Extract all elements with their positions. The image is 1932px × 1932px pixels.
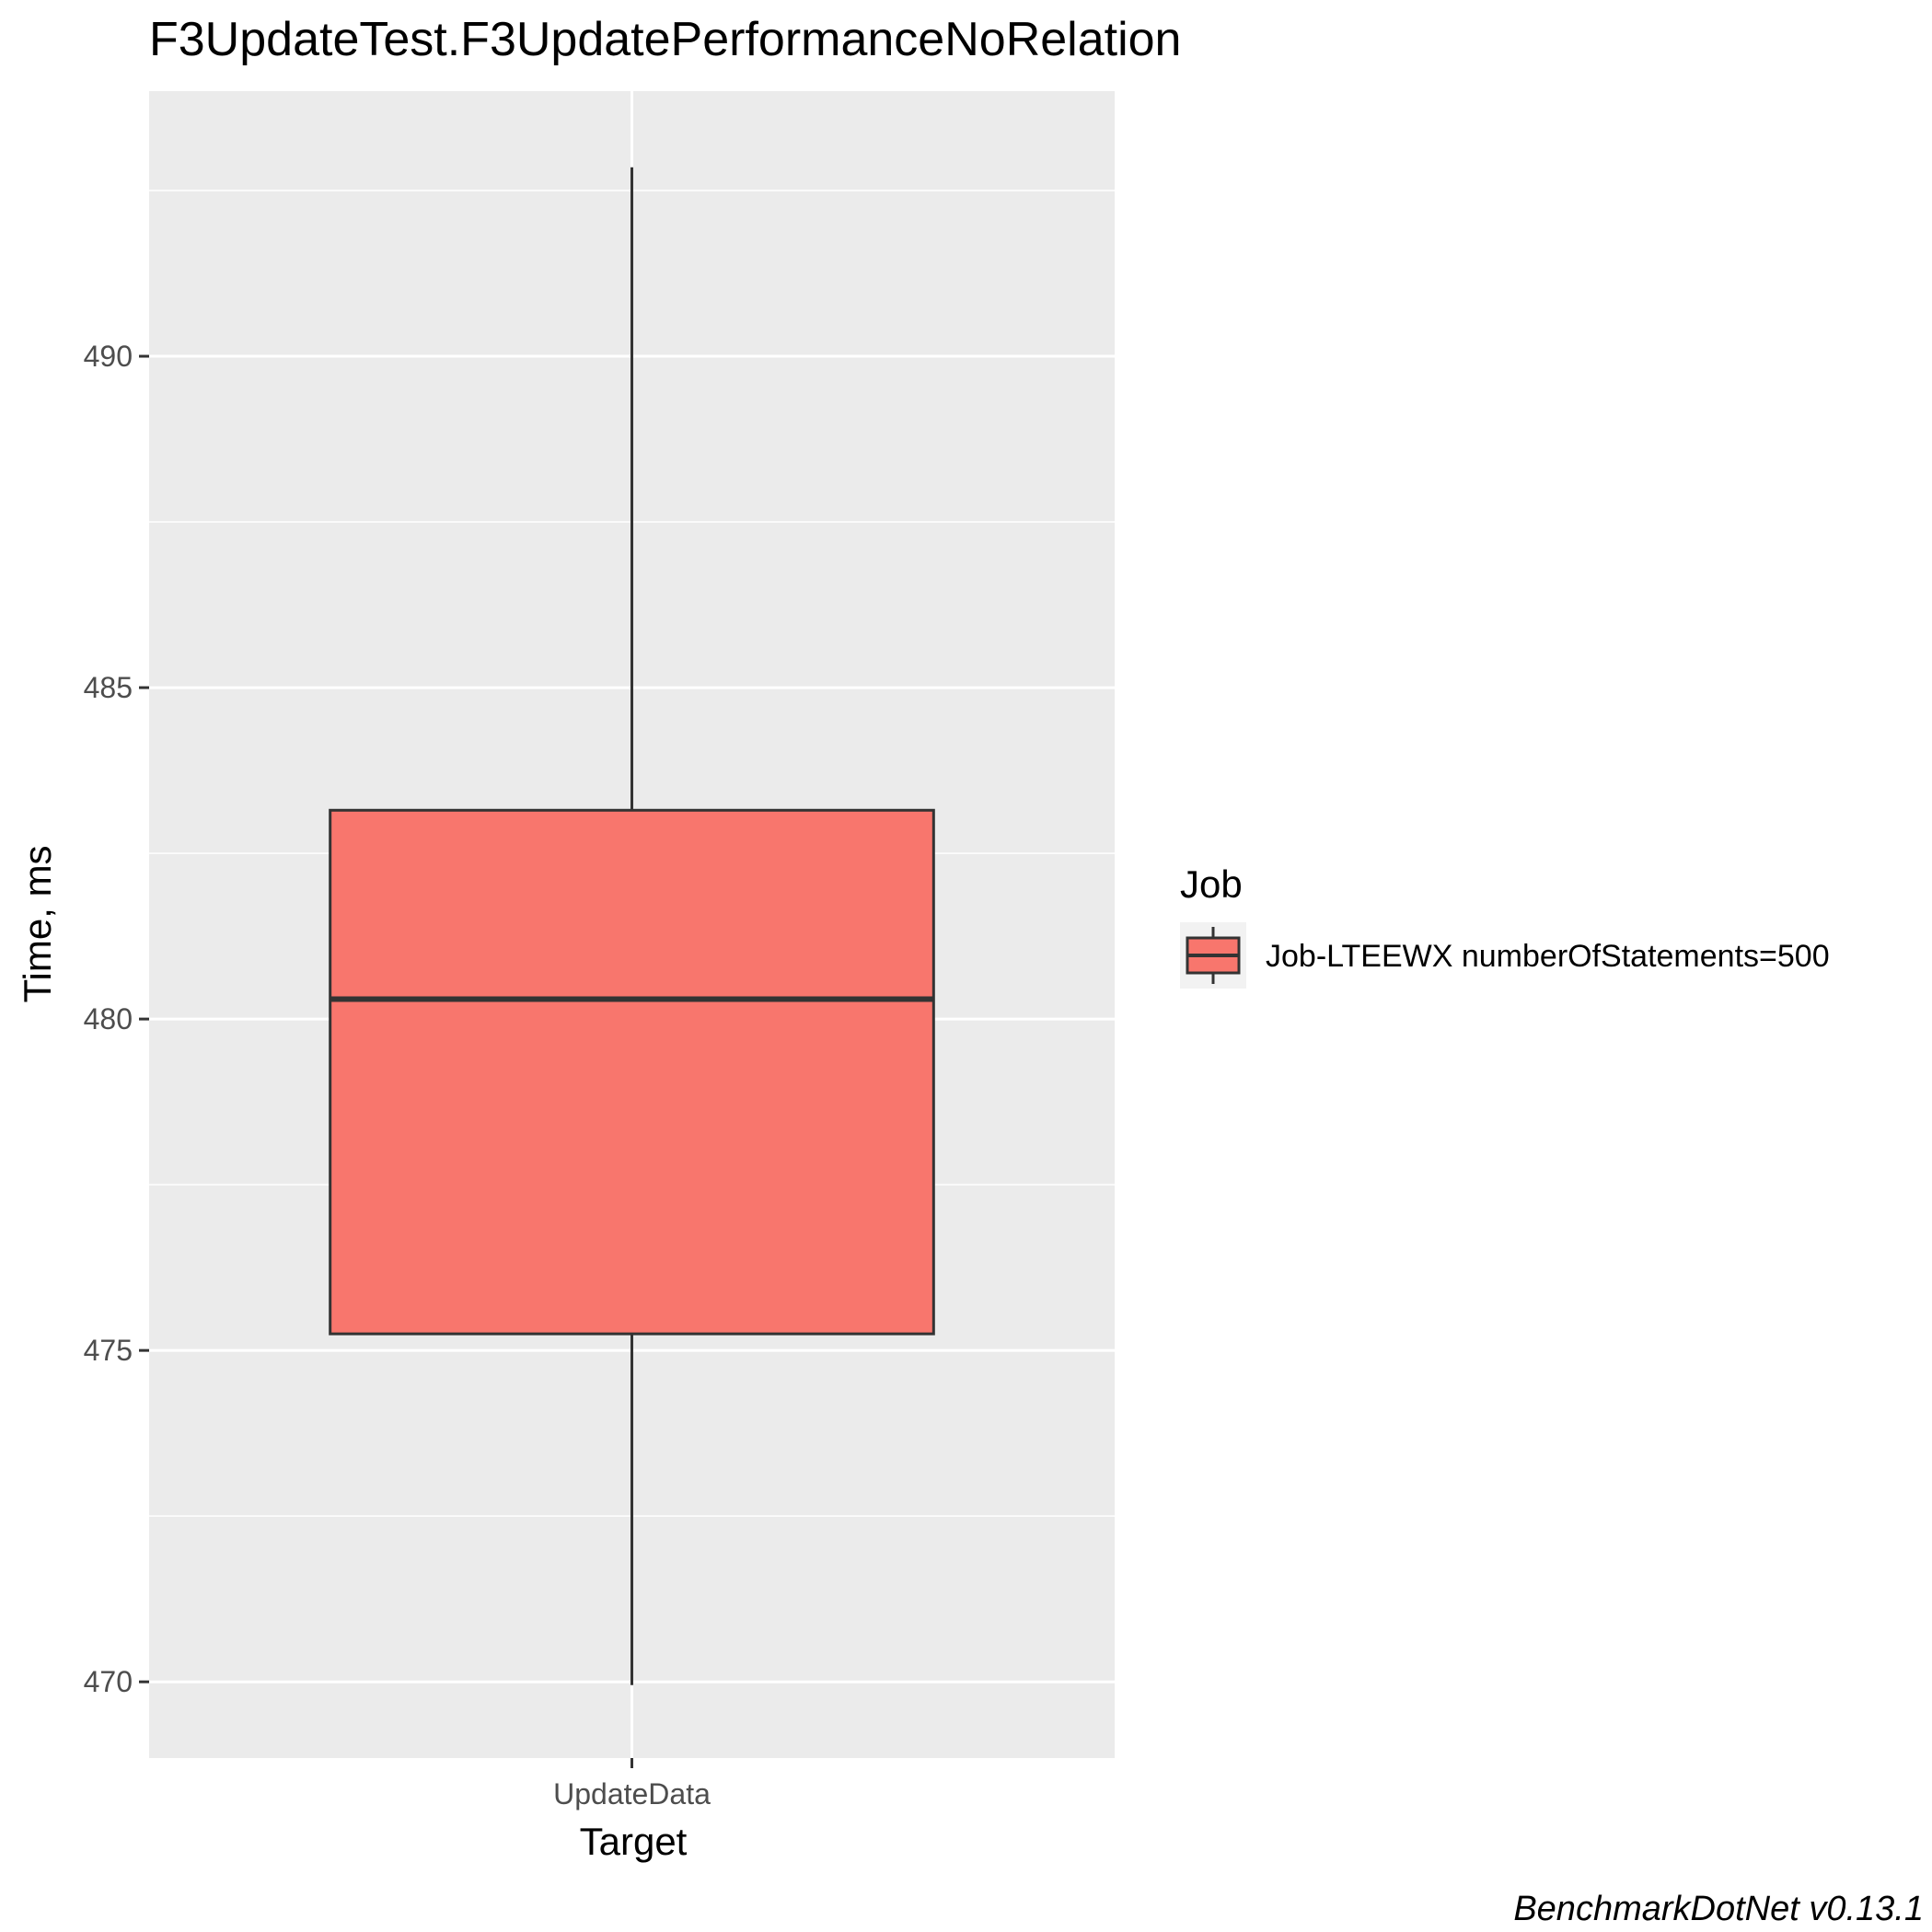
y-tick-label: 490	[84, 340, 133, 373]
y-tick-label: 485	[84, 671, 133, 704]
y-tick-label: 475	[84, 1334, 133, 1367]
chart-title: F3UpdateTest.F3UpdatePerformanceNoRelati…	[149, 13, 1181, 66]
box-iqr	[329, 808, 935, 1336]
caption: BenchmarkDotNet v0.13.1	[1513, 1890, 1924, 1928]
x-axis-title: Target	[580, 1820, 688, 1863]
legend: Job Job-LTEEWX numberOfStatements=500	[1180, 862, 1830, 989]
x-axis: UpdateData	[553, 1758, 711, 1811]
legend-label: Job-LTEEWX numberOfStatements=500	[1266, 939, 1830, 974]
legend-title: Job	[1180, 862, 1243, 906]
y-tick-label: 470	[84, 1665, 133, 1698]
y-tick-label: 480	[84, 1002, 133, 1035]
y-axis: 470 475 480 485 490	[84, 340, 149, 1698]
box-plot-layer	[329, 167, 935, 1685]
x-tick-label: UpdateData	[553, 1777, 711, 1811]
y-axis-title: Time, ms	[16, 845, 59, 1002]
